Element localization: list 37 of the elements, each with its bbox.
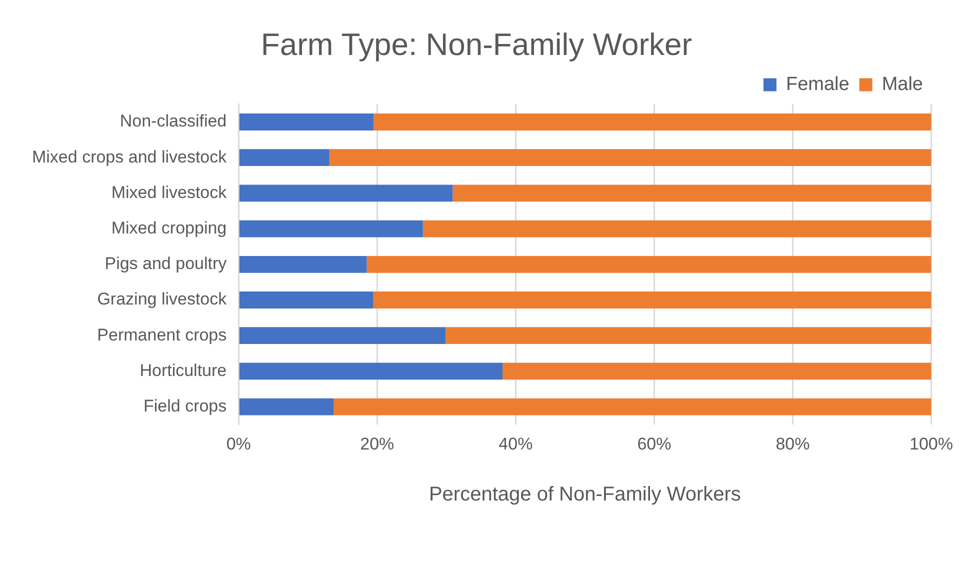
- x-tick-label: 0%: [226, 434, 251, 454]
- bar: [239, 114, 374, 130]
- bar: [502, 362, 932, 380]
- bar: [239, 220, 423, 238]
- y-tick-label: Pigs and poultry: [104, 254, 228, 274]
- y-tick-label: Grazing livestock: [97, 290, 228, 309]
- bar: [239, 184, 453, 202]
- y-tick-label: Field crops: [143, 396, 227, 416]
- bar: [422, 220, 932, 238]
- x-tick-label: 60%: [637, 434, 672, 454]
- y-tick-label: Mixed cropping: [111, 218, 227, 238]
- bar: [239, 362, 503, 380]
- x-tick-label: 40%: [498, 434, 533, 454]
- bar: [239, 327, 446, 344]
- x-tick-label: 20%: [360, 434, 394, 454]
- x-tick-label: 80%: [776, 434, 810, 454]
- y-tick-label: Permanent crops: [97, 325, 227, 344]
- bar: [374, 114, 932, 130]
- bar: [239, 292, 374, 308]
- bar: [239, 256, 367, 273]
- legend-label: Female: [786, 74, 850, 95]
- y-tick-label: Mixed crops and livestock: [32, 147, 228, 166]
- y-tick-label: Mixed livestock: [111, 182, 228, 202]
- bar: [452, 184, 932, 202]
- y-tick-label: Non-classified: [120, 112, 227, 131]
- bar: [366, 256, 932, 273]
- bar: [239, 149, 330, 166]
- bar: [446, 327, 932, 344]
- y-tick-label: Horticulture: [140, 360, 227, 380]
- x-tick-label: 100%: [910, 434, 953, 454]
- x-axis-title: Percentage of Non-Family Workers: [428, 484, 741, 506]
- bar: [329, 149, 932, 166]
- bar: [373, 292, 932, 308]
- bar: [239, 398, 334, 416]
- chart-title: Farm Type: Non-Family Worker: [260, 27, 692, 62]
- legend-label: Male: [882, 74, 924, 95]
- bar: [334, 398, 932, 416]
